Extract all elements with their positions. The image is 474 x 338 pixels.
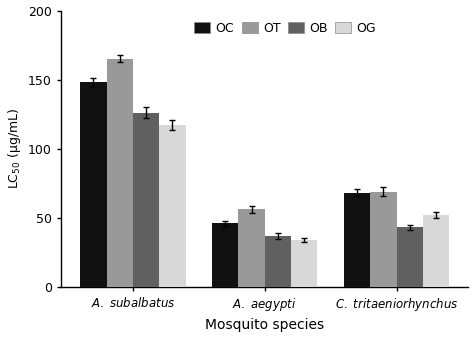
Bar (397, 227, 423, 287)
Bar (107, 59, 133, 287)
Bar (159, 125, 186, 287)
Bar (265, 236, 291, 287)
Y-axis label: LC$_{50}$ (μg/mL): LC$_{50}$ (μg/mL) (6, 108, 23, 189)
Bar (238, 210, 265, 287)
Bar (133, 113, 159, 287)
Bar (423, 215, 449, 287)
Bar (291, 240, 318, 287)
Bar (344, 193, 370, 287)
X-axis label: Mosquito species: Mosquito species (205, 318, 324, 333)
Bar (370, 192, 397, 287)
Legend: OC, OT, OB, OG: OC, OT, OB, OG (189, 17, 381, 40)
Bar (212, 223, 238, 287)
Bar (80, 82, 107, 287)
